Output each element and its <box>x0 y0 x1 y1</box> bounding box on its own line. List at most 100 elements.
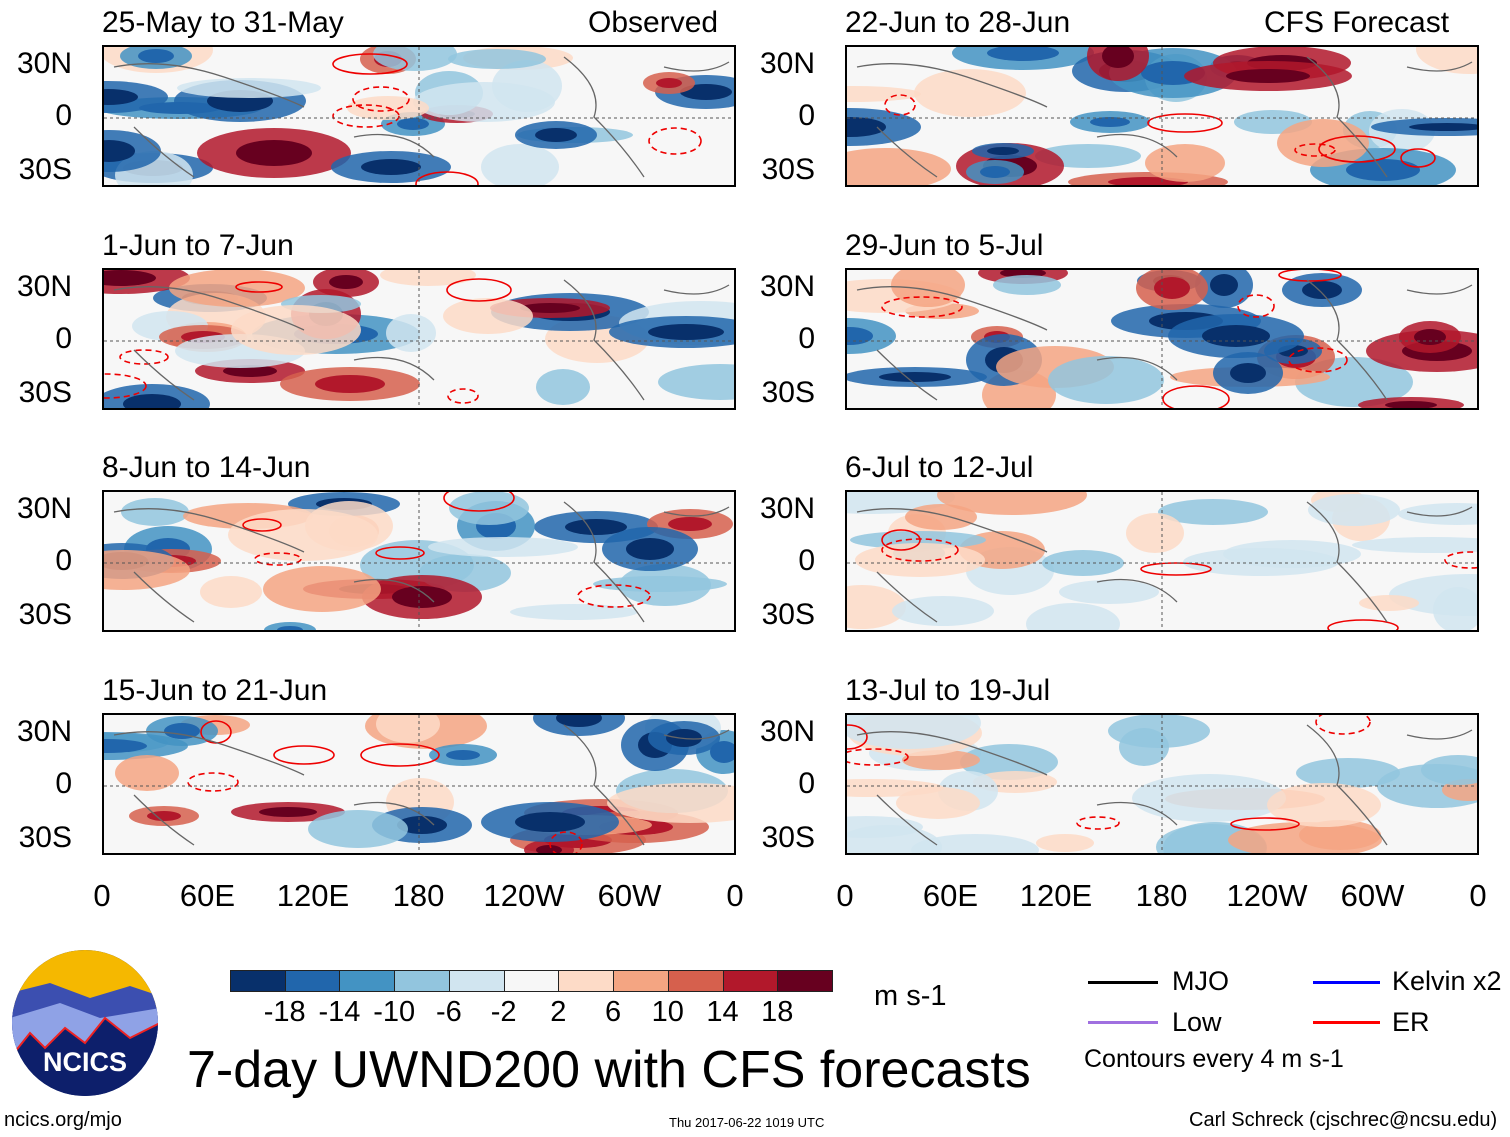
map-panel <box>102 268 736 410</box>
wind-anomaly <box>847 86 921 102</box>
y-tick-label: 30S <box>761 598 815 631</box>
wind-anomaly <box>1158 499 1268 525</box>
wind-anomaly <box>200 576 262 608</box>
y-tick-label: 0 <box>798 544 815 577</box>
footer-url: ncics.org/mjo <box>4 1109 122 1131</box>
wind-anomaly-core <box>123 394 181 408</box>
wind-anomaly-core <box>104 739 147 753</box>
er-contour <box>577 584 651 608</box>
wind-anomaly <box>892 596 994 626</box>
panel-title: 22-Jun to 28-Jun <box>845 6 1071 39</box>
wind-anomaly-core <box>535 128 577 142</box>
wind-anomaly-core <box>1409 123 1477 131</box>
x-tick-label: 120W <box>483 878 565 913</box>
wind-anomaly-core <box>104 270 156 286</box>
wind-anomaly <box>1433 587 1477 630</box>
wind-anomaly-core <box>361 159 421 175</box>
er-contour <box>1147 113 1223 133</box>
wind-anomaly-core <box>1154 277 1190 299</box>
wind-anomaly <box>593 576 727 592</box>
wind-anomaly-core <box>1302 281 1342 299</box>
wind-anomaly-core <box>223 365 277 377</box>
coastlines <box>856 56 1473 178</box>
ncics-logo: NCICS <box>10 948 160 1098</box>
y-tick-label: 30S <box>18 821 72 854</box>
wind-anomaly-core <box>104 89 138 105</box>
er-contour <box>360 743 440 767</box>
er-contour <box>881 296 963 318</box>
er-contour <box>443 492 515 512</box>
panel-title: 29-Jun to 5-Jul <box>845 229 1044 262</box>
wind-anomaly <box>937 492 1087 515</box>
wind-anomaly <box>1308 494 1400 526</box>
wind-anomaly-core <box>392 586 452 608</box>
colorbar-swatch <box>230 970 286 992</box>
wind-anomaly-core <box>656 78 682 88</box>
x-tick-label: 60W <box>597 878 662 913</box>
wind-anomaly <box>386 314 436 352</box>
wind-anomaly <box>1359 595 1419 611</box>
er-contour <box>1444 551 1477 569</box>
wind-anomaly-core <box>879 372 951 382</box>
wind-anomaly-core <box>277 626 303 630</box>
y-tick-label: 30N <box>759 270 815 303</box>
footer-author: Carl Schreck (cjschrec@ncsu.edu) <box>1189 1109 1498 1131</box>
colorbar-label: 6 <box>605 996 622 1028</box>
wind-anomaly-core <box>147 811 181 821</box>
map-panel <box>102 490 736 632</box>
wind-anomaly <box>1398 503 1477 525</box>
y-tick-label: 30N <box>759 47 815 80</box>
wind-anomaly-core <box>556 715 602 727</box>
er-contour <box>375 546 425 560</box>
wind-anomaly <box>228 509 378 561</box>
x-tick-label: 0 <box>1469 878 1487 913</box>
colorbar-swatch <box>503 970 560 992</box>
er-contour <box>549 831 583 853</box>
er-contour <box>235 281 283 293</box>
er-contour <box>1230 817 1300 831</box>
x-tick-label: 180 <box>1135 878 1188 913</box>
wind-anomaly-core <box>680 84 732 100</box>
colorbar-label: -18 <box>263 996 306 1028</box>
y-tick-label: 30S <box>18 598 72 631</box>
wind-anomaly-core <box>259 807 317 817</box>
wind-anomaly <box>847 715 981 749</box>
wind-anomaly <box>380 270 476 286</box>
y-tick-label: 30S <box>761 153 815 186</box>
colorbar-units: m s-1 <box>874 980 947 1012</box>
wind-anomaly <box>443 298 533 334</box>
wind-anomaly <box>847 585 906 629</box>
wind-anomaly-core <box>164 723 200 739</box>
er-contour <box>648 127 702 155</box>
wind-anomaly-core <box>520 303 580 313</box>
colorbar-swatch <box>284 970 341 992</box>
colorbar-label: -2 <box>490 996 517 1028</box>
x-tick-label: 60E <box>179 878 236 913</box>
er-contour <box>1140 562 1212 576</box>
wind-anomaly <box>115 755 179 791</box>
map-panel <box>102 713 736 855</box>
wind-anomaly-core <box>1385 401 1437 408</box>
wind-anomaly <box>1132 774 1286 822</box>
panel-title: 15-Jun to 21-Jun <box>102 674 328 707</box>
map-panel <box>845 45 1479 187</box>
coastlines <box>856 501 1473 623</box>
colorbar-swatch <box>613 970 669 992</box>
wind-anomaly <box>855 543 985 577</box>
wind-anomaly <box>376 715 440 743</box>
er-contour <box>1237 294 1275 318</box>
colorbar-swatch <box>558 970 615 992</box>
wind-anomaly-core <box>1346 159 1420 181</box>
wind-anomaly-core <box>987 47 1059 61</box>
colorbar-swatch <box>722 970 779 992</box>
map-panel <box>102 45 736 187</box>
colorbar-label: 14 <box>706 996 739 1028</box>
contour-note: Contours every 4 m s-1 <box>1084 1045 1344 1073</box>
wind-anomaly <box>510 604 638 620</box>
er-contour <box>254 552 302 566</box>
wind-anomaly-core <box>1230 363 1266 383</box>
y-tick-label: 0 <box>55 322 72 355</box>
er-contour <box>332 53 408 75</box>
wind-anomaly <box>308 810 408 848</box>
